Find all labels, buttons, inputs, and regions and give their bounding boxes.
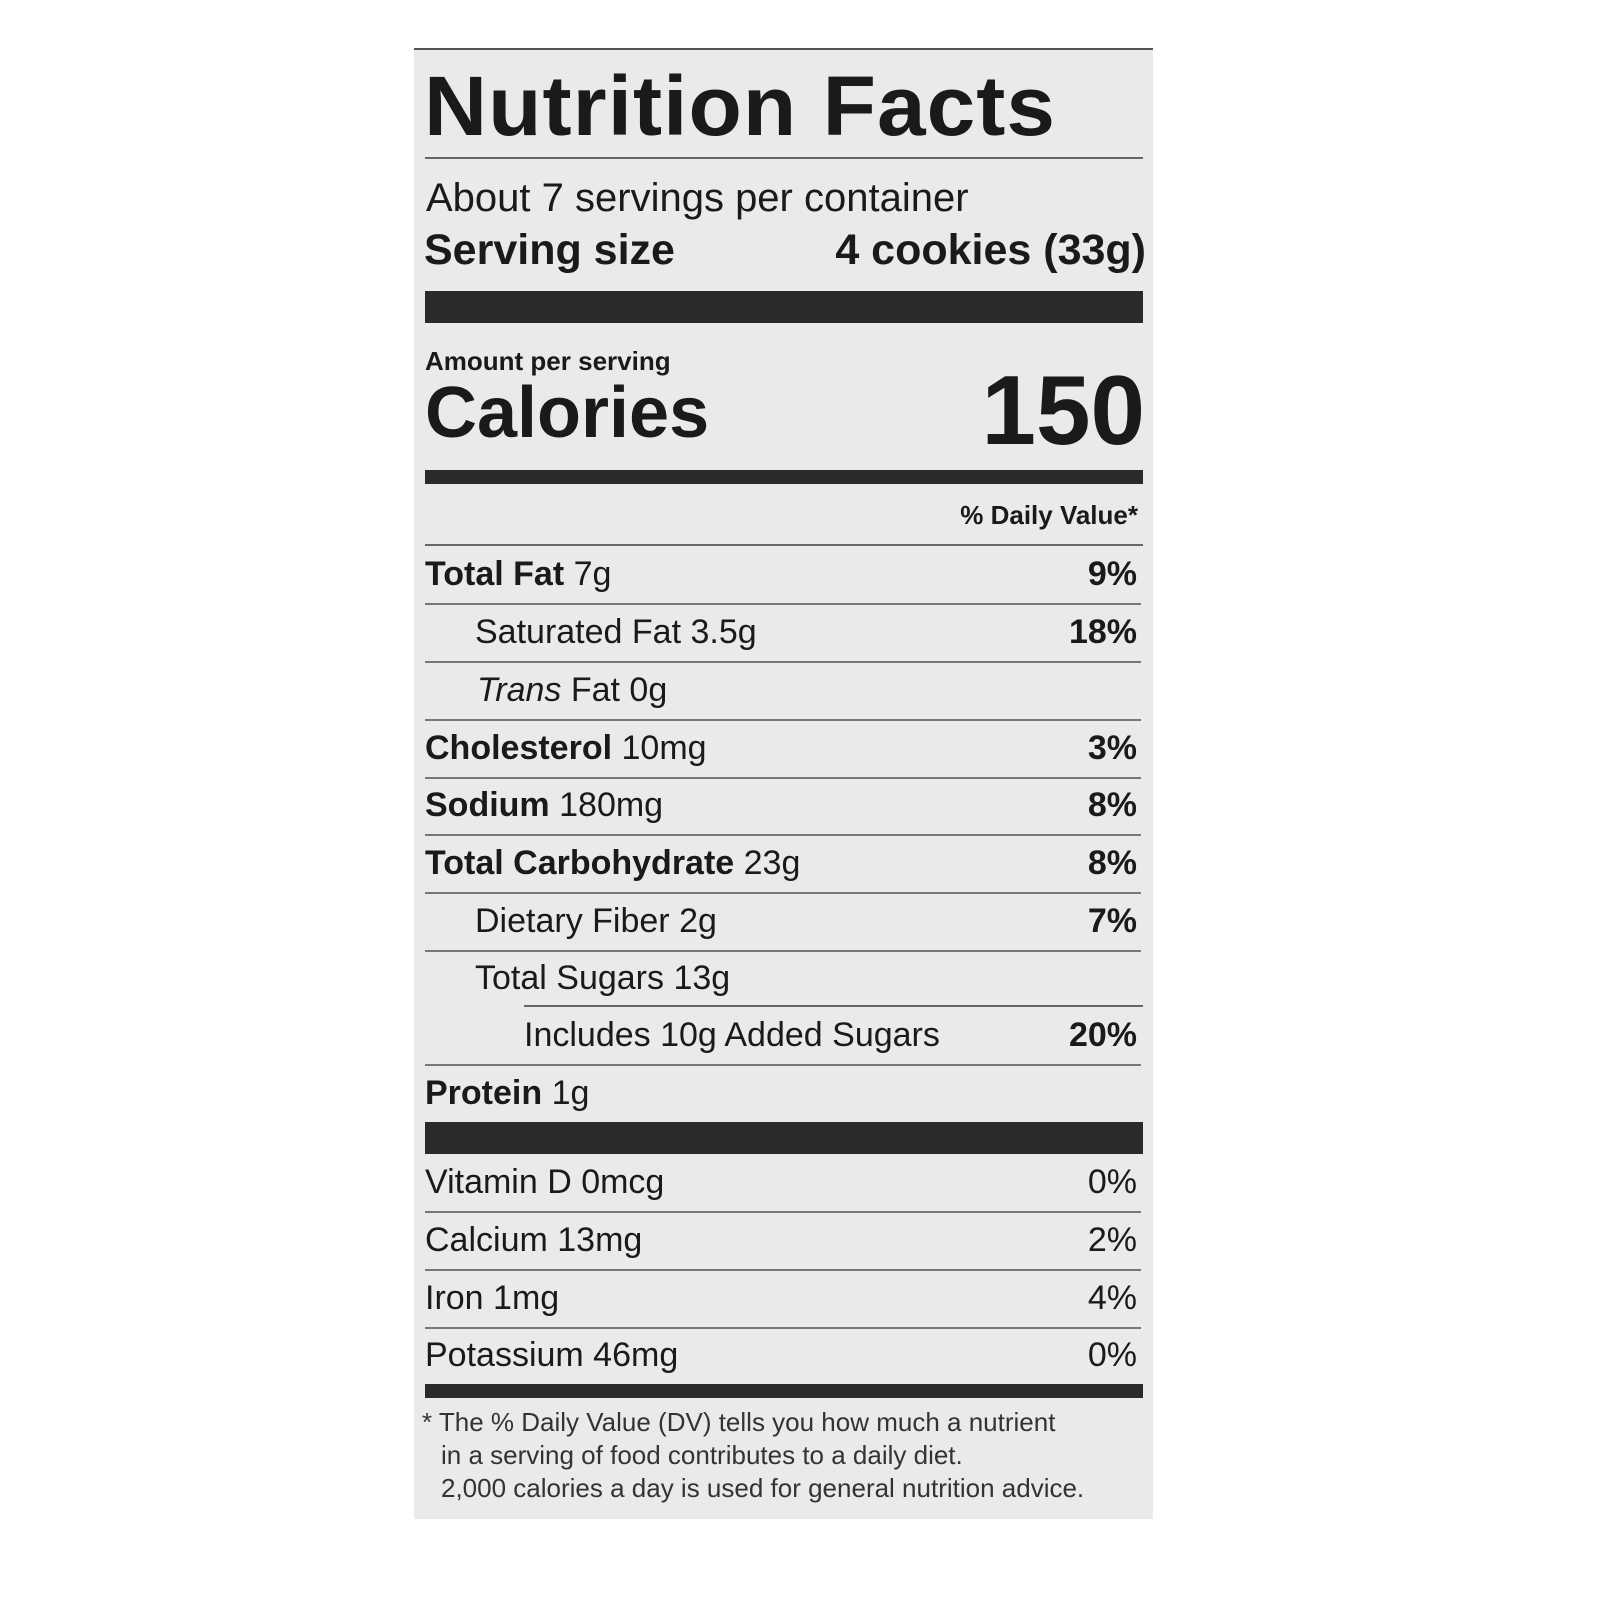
nutrient-name: Includes 10g Added Sugars xyxy=(524,1016,940,1054)
nutrient-row-added-sugars: Includes 10g Added Sugars 20% xyxy=(425,1007,1141,1066)
thick-bar xyxy=(425,291,1143,323)
vitamin-dv: 0% xyxy=(1087,1163,1137,1201)
footnote: * The % Daily Value (DV) tells you how m… xyxy=(422,1406,1084,1505)
nutrient-amount: 7g xyxy=(573,555,612,593)
nutrient-dv: 9% xyxy=(1087,555,1137,593)
vitamin-label: Potassium 46mg xyxy=(425,1336,679,1374)
nutrient-name: Dietary Fiber xyxy=(475,902,670,940)
thick-bar xyxy=(425,1122,1143,1154)
calories-value: 150 xyxy=(981,355,1145,465)
nutrient-amount: 1g xyxy=(551,1074,590,1112)
nutrient-dv: 3% xyxy=(1087,729,1137,767)
serving-size-label: Serving size xyxy=(424,226,675,274)
nutrient-amount: 23g xyxy=(743,844,801,882)
nutrient-name: Total Carbohydrate xyxy=(425,844,735,882)
vitamin-row: Calcium 13mg 2% xyxy=(425,1212,1141,1271)
vitamin-row: Iron 1mg 4% xyxy=(425,1270,1141,1329)
amount-per-serving: Amount per serving xyxy=(425,346,671,376)
footnote-line: 2,000 calories a day is used for general… xyxy=(441,1473,1085,1503)
nutrient-row-saturated-fat: Saturated Fat 3.5g 18% xyxy=(425,604,1141,663)
vitamin-label: Vitamin D 0mcg xyxy=(425,1163,665,1201)
nutrient-name: Cholesterol xyxy=(425,729,613,767)
nutrient-name: Protein xyxy=(425,1074,543,1112)
vitamin-row: Potassium 46mg 0% xyxy=(425,1327,1141,1384)
serving-size-value: 4 cookies (33g) xyxy=(835,226,1146,274)
nutrient-row-total-fat: Total Fat 7g 9% xyxy=(425,546,1141,605)
vitamin-dv: 2% xyxy=(1087,1221,1137,1259)
medium-bar xyxy=(425,470,1143,484)
vitamin-row: Vitamin D 0mcg 0% xyxy=(425,1154,1141,1213)
vitamin-dv: 4% xyxy=(1087,1279,1137,1317)
nutrient-name-rest: Fat xyxy=(570,671,620,709)
vitamin-dv: 0% xyxy=(1087,1336,1137,1374)
nutrient-amount: 0g xyxy=(629,671,668,709)
nutrient-row-trans-fat: Trans Fat 0g xyxy=(425,662,1141,721)
footnote-line: in a serving of food contributes to a da… xyxy=(441,1440,963,1470)
vitamin-label: Calcium 13mg xyxy=(425,1221,643,1259)
nutrient-dv: 8% xyxy=(1087,786,1137,824)
nutrient-row-sodium: Sodium 180mg 8% xyxy=(425,777,1141,836)
nutrient-row-dietary-fiber: Dietary Fiber 2g 7% xyxy=(425,893,1141,952)
calories-label: Calories xyxy=(425,373,710,453)
nutrient-amount: 3.5g xyxy=(690,613,757,651)
nutrient-row-cholesterol: Cholesterol 10mg 3% xyxy=(425,720,1141,779)
divider xyxy=(425,157,1143,159)
daily-value-header: % Daily Value* xyxy=(960,500,1138,530)
nutrient-row-total-carbohydrate: Total Carbohydrate 23g 8% xyxy=(425,835,1141,894)
nutrient-dv: 7% xyxy=(1087,902,1137,940)
nutrient-name: Total Fat xyxy=(425,555,565,593)
nutrient-amount: 13g xyxy=(673,959,731,997)
divider xyxy=(425,544,1143,546)
nutrient-name: Sodium xyxy=(425,786,550,824)
serving-size: Serving size 4 cookies (33g) xyxy=(424,226,1146,274)
servings-per-container: About 7 servings per container xyxy=(426,176,969,220)
nutrient-name: Trans xyxy=(477,671,562,709)
nutrient-amount: 180mg xyxy=(559,786,664,824)
nutrition-facts-label: Nutrition Facts About 7 servings per con… xyxy=(414,48,1153,1519)
nutrient-amount: 2g xyxy=(679,902,717,940)
nutrient-row-protein: Protein 1g xyxy=(425,1065,1141,1122)
nutrient-dv: 20% xyxy=(1068,1016,1137,1054)
medium-bar xyxy=(425,1384,1143,1398)
nutrient-dv: 8% xyxy=(1087,844,1137,882)
vitamin-label: Iron 1mg xyxy=(425,1279,560,1317)
label-title: Nutrition Facts xyxy=(424,59,1056,153)
divider xyxy=(524,1005,1143,1007)
nutrient-name: Saturated Fat xyxy=(475,613,682,651)
nutrient-amount: 10mg xyxy=(621,729,707,767)
nutrient-row-total-sugars: Total Sugars 13g xyxy=(425,950,1141,1007)
footnote-line: * The % Daily Value (DV) tells you how m… xyxy=(422,1407,1056,1437)
nutrient-dv: 18% xyxy=(1068,613,1137,651)
nutrient-name: Total Sugars xyxy=(475,959,664,997)
